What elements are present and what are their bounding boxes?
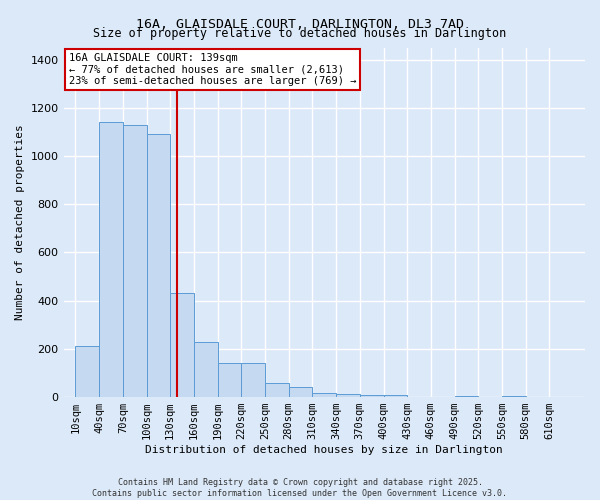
Bar	[170, 294, 194, 397]
Bar	[313, 394, 336, 397]
Bar	[76, 346, 99, 397]
Bar	[289, 388, 313, 397]
Bar	[455, 396, 478, 397]
Text: Size of property relative to detached houses in Darlington: Size of property relative to detached ho…	[94, 28, 506, 40]
Text: 16A, GLAISDALE COURT, DARLINGTON, DL3 7AD: 16A, GLAISDALE COURT, DARLINGTON, DL3 7A…	[136, 18, 464, 30]
Bar	[265, 382, 289, 397]
Bar	[241, 364, 265, 397]
Bar	[218, 364, 241, 397]
Bar	[502, 396, 526, 397]
Bar	[360, 395, 383, 397]
Bar	[146, 134, 170, 397]
Text: Contains HM Land Registry data © Crown copyright and database right 2025.
Contai: Contains HM Land Registry data © Crown c…	[92, 478, 508, 498]
Text: 16A GLAISDALE COURT: 139sqm
← 77% of detached houses are smaller (2,613)
23% of : 16A GLAISDALE COURT: 139sqm ← 77% of det…	[69, 52, 356, 86]
Y-axis label: Number of detached properties: Number of detached properties	[15, 124, 25, 320]
Bar	[99, 122, 123, 397]
X-axis label: Distribution of detached houses by size in Darlington: Distribution of detached houses by size …	[145, 445, 503, 455]
Bar	[336, 394, 360, 397]
Bar	[123, 124, 146, 397]
Bar	[194, 342, 218, 397]
Bar	[383, 396, 407, 397]
